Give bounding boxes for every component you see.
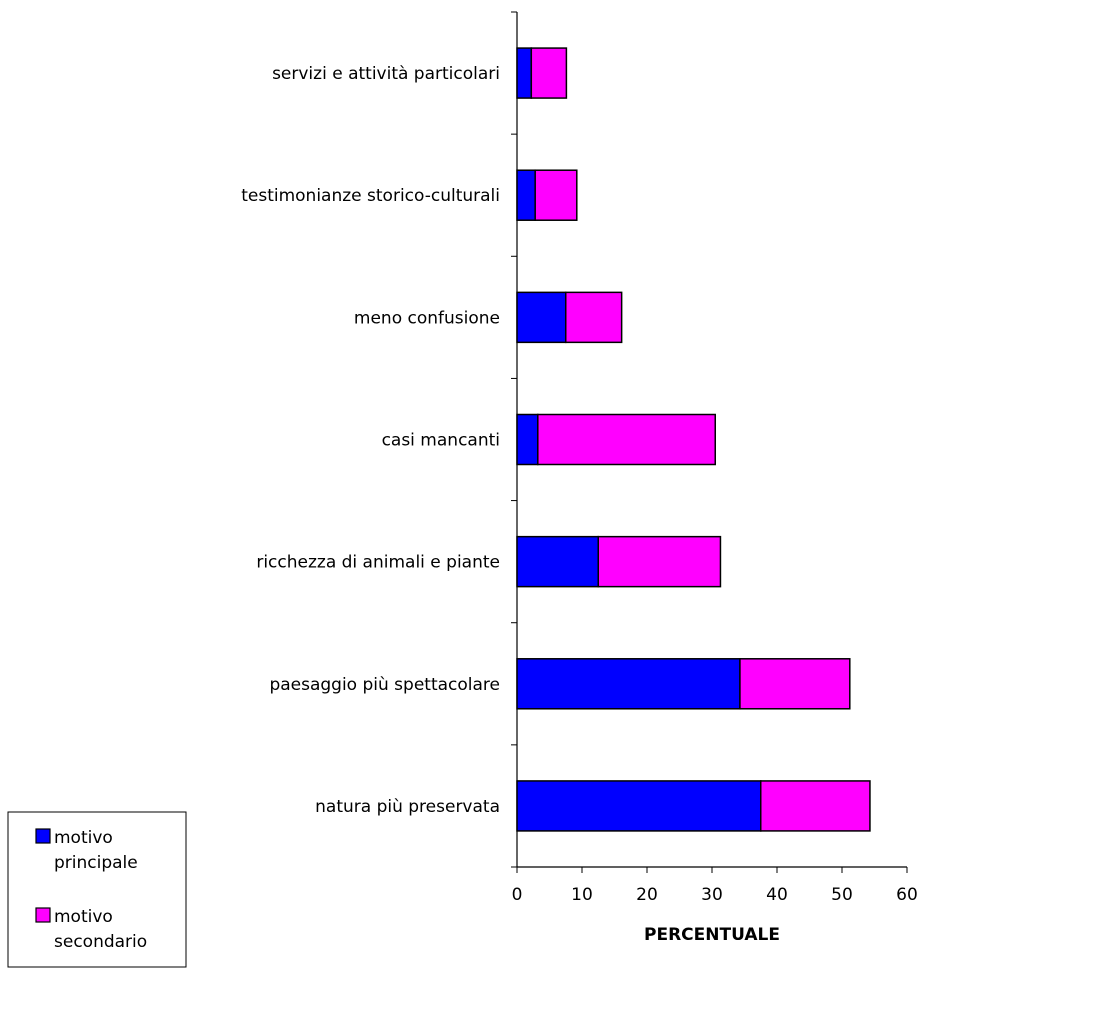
x-tick-label: 50	[831, 885, 853, 905]
bar-segment-secondario	[565, 291, 623, 344]
bar-segment-principale	[516, 169, 536, 221]
x-tick-label: 10	[571, 885, 593, 905]
legend-label: principale	[54, 853, 138, 873]
legend-label: secondario	[54, 932, 147, 952]
legend-label: motivo	[54, 828, 113, 848]
legend: motivo principale motivo secondario	[7, 811, 187, 968]
bar-segment-secondario	[530, 47, 568, 99]
bar-segment-principale	[516, 535, 599, 588]
bar-segment-principale	[516, 658, 741, 710]
bar-segment-principale	[516, 413, 539, 466]
x-axis-title: PERCENTUALE	[644, 925, 780, 945]
category-label: paesaggio più spettacolare	[269, 675, 500, 695]
legend-label: motivo	[54, 907, 113, 927]
bar-segment-secondario	[537, 413, 716, 466]
bar-segment-principale	[516, 780, 762, 832]
bar-segment-secondario	[760, 780, 871, 832]
x-tick-label: 0	[512, 885, 523, 905]
category-label: testimonianze storico-culturali	[241, 186, 500, 206]
x-tick-label: 30	[701, 885, 723, 905]
category-label: servizi e attività particolari	[272, 64, 500, 84]
bar-segment-secondario	[739, 658, 851, 710]
x-tick-labels: 0 10 20 30 40 50 60	[512, 885, 918, 905]
bar-segment-secondario	[597, 535, 722, 588]
chart-bars	[516, 47, 871, 832]
bar-segment-principale	[516, 47, 533, 99]
x-tick-label: 20	[636, 885, 658, 905]
category-label: natura più preservata	[315, 797, 500, 817]
legend-swatch	[35, 907, 51, 923]
category-label: meno confusione	[354, 308, 500, 328]
bar-segment-principale	[516, 291, 567, 344]
legend-swatch	[35, 828, 51, 844]
bar-segment-secondario	[534, 169, 578, 221]
category-label: ricchezza di animali e piante	[256, 553, 500, 573]
category-label: casi mancanti	[382, 431, 500, 451]
category-labels: servizi e attività particolari testimonia…	[241, 64, 500, 817]
x-tick-label: 60	[896, 885, 918, 905]
x-tick-label: 40	[766, 885, 788, 905]
